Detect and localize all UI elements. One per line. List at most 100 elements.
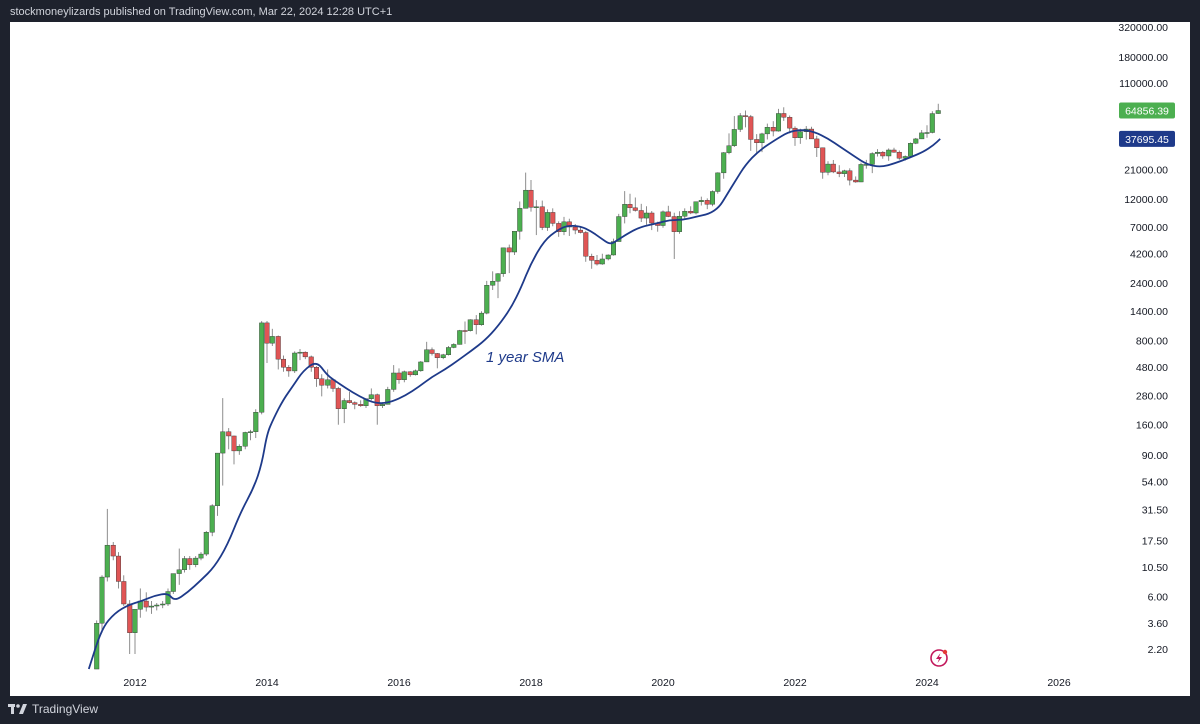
candle — [220, 398, 226, 486]
candle-body — [902, 156, 908, 159]
candle — [886, 148, 892, 161]
candle — [682, 208, 688, 220]
chart-area[interactable]: 1 year SMA 320000.00 180000.00 110000.00 64… — [10, 22, 1190, 696]
candle-body — [253, 412, 259, 432]
candle-body — [589, 256, 595, 261]
sma-annotation: 1 year SMA — [486, 349, 564, 366]
candle — [226, 428, 232, 450]
candle-body — [748, 116, 754, 140]
candle — [418, 361, 424, 372]
candle — [132, 609, 138, 654]
candle-body — [132, 609, 138, 633]
candle — [198, 552, 204, 561]
candle-body — [853, 179, 859, 183]
y-tick-label: 110000.00 — [1119, 78, 1168, 90]
candle — [523, 172, 529, 209]
candle — [929, 111, 935, 134]
candle — [115, 552, 121, 589]
candle — [347, 391, 353, 404]
y-tick-label: 31.50 — [1142, 505, 1168, 517]
candle — [193, 556, 199, 568]
sma-line — [87, 129, 941, 670]
candle-body — [401, 371, 407, 380]
candle-body — [632, 207, 638, 211]
candle-body — [127, 603, 133, 633]
y-tick-label: 6.00 — [1148, 592, 1169, 604]
candle-body — [875, 151, 881, 154]
tradingview-brand[interactable]: TradingView — [8, 702, 98, 716]
candle — [187, 556, 193, 570]
candle-body — [110, 544, 116, 557]
candle-body — [209, 505, 215, 533]
candle — [484, 280, 490, 315]
candle — [858, 162, 864, 183]
candle-body — [418, 361, 424, 372]
candle — [165, 588, 171, 607]
candle-body — [424, 349, 430, 363]
candle-body — [314, 367, 320, 379]
candle-body — [170, 573, 176, 592]
candle-body — [622, 204, 628, 217]
candle — [374, 393, 380, 425]
candle — [578, 227, 584, 234]
candle-body — [715, 172, 721, 192]
y-tick-label: 17.50 — [1142, 535, 1168, 547]
candle — [825, 161, 831, 176]
candle — [341, 398, 347, 424]
candle — [908, 142, 914, 158]
candle-body — [385, 389, 391, 405]
candle-body — [599, 258, 605, 265]
chart-background — [10, 22, 1190, 696]
candle-body — [528, 189, 534, 208]
candle — [413, 369, 419, 376]
candle — [467, 319, 473, 332]
candle — [809, 126, 815, 140]
candle — [693, 201, 699, 215]
candle — [203, 530, 209, 557]
y-tick-label: 54.00 — [1142, 477, 1168, 489]
candle — [269, 328, 275, 347]
candle-body — [770, 127, 776, 132]
candle — [721, 152, 727, 179]
candle-body — [429, 349, 435, 354]
candle — [490, 271, 496, 290]
candle-body — [115, 555, 121, 582]
candle-body — [407, 371, 413, 376]
x-tick-label: 2026 — [1047, 677, 1071, 689]
y-tick-label: 160.00 — [1136, 420, 1168, 432]
lightning-badge[interactable] — [930, 649, 948, 667]
x-tick-label: 2014 — [255, 677, 279, 689]
candle — [121, 575, 127, 607]
candle — [792, 126, 798, 146]
candle-body — [644, 212, 650, 219]
candle-body — [710, 191, 716, 205]
candle — [319, 374, 325, 397]
candle — [325, 369, 331, 389]
candle — [830, 159, 836, 174]
candle-body — [820, 147, 826, 173]
current-price-label: 64856.39 — [1125, 106, 1169, 118]
candle — [583, 230, 589, 262]
candle — [335, 386, 341, 425]
candle — [743, 110, 749, 128]
candle — [176, 548, 182, 585]
candle-body — [308, 356, 314, 368]
price-chart[interactable]: 1 year SMA 320000.00 180000.00 110000.00 64… — [10, 22, 1190, 696]
candle-body — [484, 285, 490, 314]
candle-body — [226, 431, 232, 437]
candle — [352, 401, 358, 410]
x-tick-label: 2016 — [387, 677, 411, 689]
candle — [770, 121, 776, 137]
candle — [170, 573, 176, 594]
candle-body — [165, 591, 171, 605]
candle — [500, 247, 506, 277]
candle-body — [335, 388, 341, 409]
candle-body — [682, 211, 688, 217]
candle — [143, 592, 149, 612]
candle — [275, 335, 281, 370]
y-tick-label: 180000.00 — [1118, 52, 1168, 64]
candle-body — [787, 117, 793, 129]
candle-body — [181, 558, 187, 570]
candle-body — [594, 260, 600, 265]
candle-body — [214, 452, 220, 506]
